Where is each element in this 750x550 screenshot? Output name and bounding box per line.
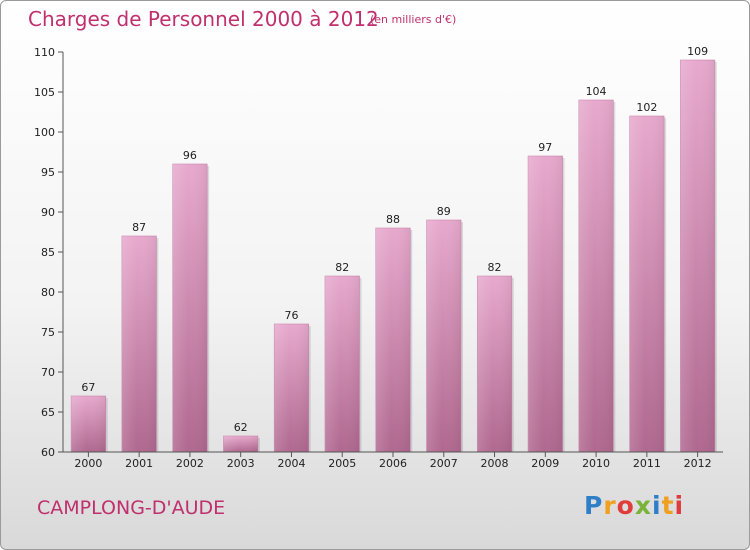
proxiti-logo: Proxiti bbox=[584, 491, 684, 520]
x-tick-label-2008: 2008 bbox=[481, 457, 509, 470]
x-tick-label-2000: 2000 bbox=[74, 457, 102, 470]
bar-shine bbox=[172, 164, 208, 452]
logo-letter: i bbox=[674, 491, 685, 520]
bar-shine bbox=[477, 276, 512, 452]
value-label-2009: 97 bbox=[538, 141, 552, 154]
bar-shine bbox=[629, 116, 665, 452]
value-label-2008: 82 bbox=[488, 261, 502, 274]
x-tick-label-2011: 2011 bbox=[633, 457, 661, 470]
logo-letter: o bbox=[616, 491, 635, 520]
logo-letter: r bbox=[603, 491, 617, 520]
x-tick-label-2001: 2001 bbox=[125, 457, 153, 470]
value-label-2004: 76 bbox=[284, 309, 298, 322]
bar-shine bbox=[324, 276, 360, 452]
x-tick-label-2002: 2002 bbox=[176, 457, 204, 470]
value-label-2005: 82 bbox=[335, 261, 349, 274]
commune-name: CAMPLONG-D'AUDE bbox=[37, 497, 226, 519]
y-tick-label: 60 bbox=[41, 446, 55, 459]
logo-letter: i bbox=[652, 491, 662, 520]
value-label-2000: 67 bbox=[81, 381, 95, 394]
bar-shine bbox=[71, 396, 106, 452]
y-tick-label: 65 bbox=[41, 406, 55, 419]
y-tick-label: 105 bbox=[34, 86, 55, 99]
logo-letter: x bbox=[634, 491, 652, 520]
y-tick-label: 75 bbox=[41, 326, 55, 339]
x-tick-label-2007: 2007 bbox=[430, 457, 458, 470]
bar-shine bbox=[274, 324, 309, 452]
y-tick-label: 110 bbox=[34, 46, 55, 59]
y-tick-label: 100 bbox=[34, 126, 55, 139]
y-tick-label: 95 bbox=[41, 166, 55, 179]
value-label-2007: 89 bbox=[437, 205, 451, 218]
x-tick-label-2005: 2005 bbox=[328, 457, 356, 470]
bar-shine bbox=[223, 436, 258, 452]
bar-shine bbox=[426, 220, 462, 452]
bar-shine bbox=[121, 236, 157, 452]
value-label-2006: 88 bbox=[386, 213, 400, 226]
y-tick-label: 70 bbox=[41, 366, 55, 379]
bar-shine bbox=[578, 100, 614, 452]
x-tick-label-2012: 2012 bbox=[684, 457, 712, 470]
value-label-2012: 109 bbox=[687, 45, 708, 58]
x-tick-label-2006: 2006 bbox=[379, 457, 407, 470]
y-tick-label: 80 bbox=[41, 286, 55, 299]
bar-shine bbox=[375, 228, 411, 452]
logo-letter: t bbox=[661, 491, 675, 520]
bar-shine bbox=[680, 60, 715, 452]
value-label-2010: 104 bbox=[586, 85, 607, 98]
value-label-2002: 96 bbox=[183, 149, 197, 162]
x-tick-label-2010: 2010 bbox=[582, 457, 610, 470]
logo-letter: P bbox=[584, 491, 604, 520]
x-tick-label-2003: 2003 bbox=[227, 457, 255, 470]
value-label-2001: 87 bbox=[132, 221, 146, 234]
value-label-2003: 62 bbox=[234, 421, 248, 434]
bar-shine bbox=[528, 156, 563, 452]
value-label-2011: 102 bbox=[636, 101, 657, 114]
y-tick-label: 85 bbox=[41, 246, 55, 259]
x-tick-label-2004: 2004 bbox=[277, 457, 305, 470]
chart-title: Charges de Personnel 2000 à 2012 bbox=[28, 7, 379, 31]
y-tick-label: 90 bbox=[41, 206, 55, 219]
x-tick-label-2009: 2009 bbox=[531, 457, 559, 470]
chart-subtitle: (en milliers d'€) bbox=[370, 13, 457, 26]
